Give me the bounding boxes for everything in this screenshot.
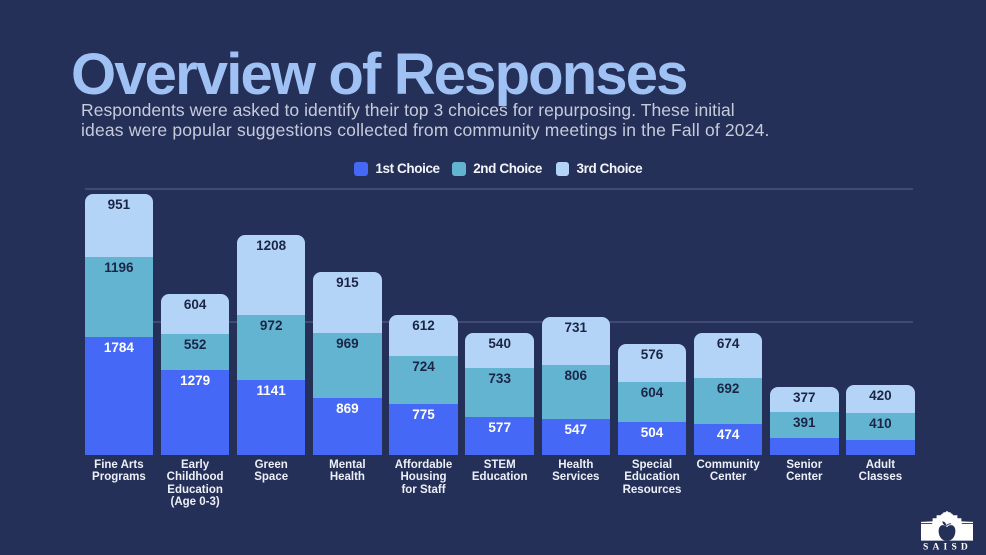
svg-text:SAISD: SAISD xyxy=(923,543,972,552)
